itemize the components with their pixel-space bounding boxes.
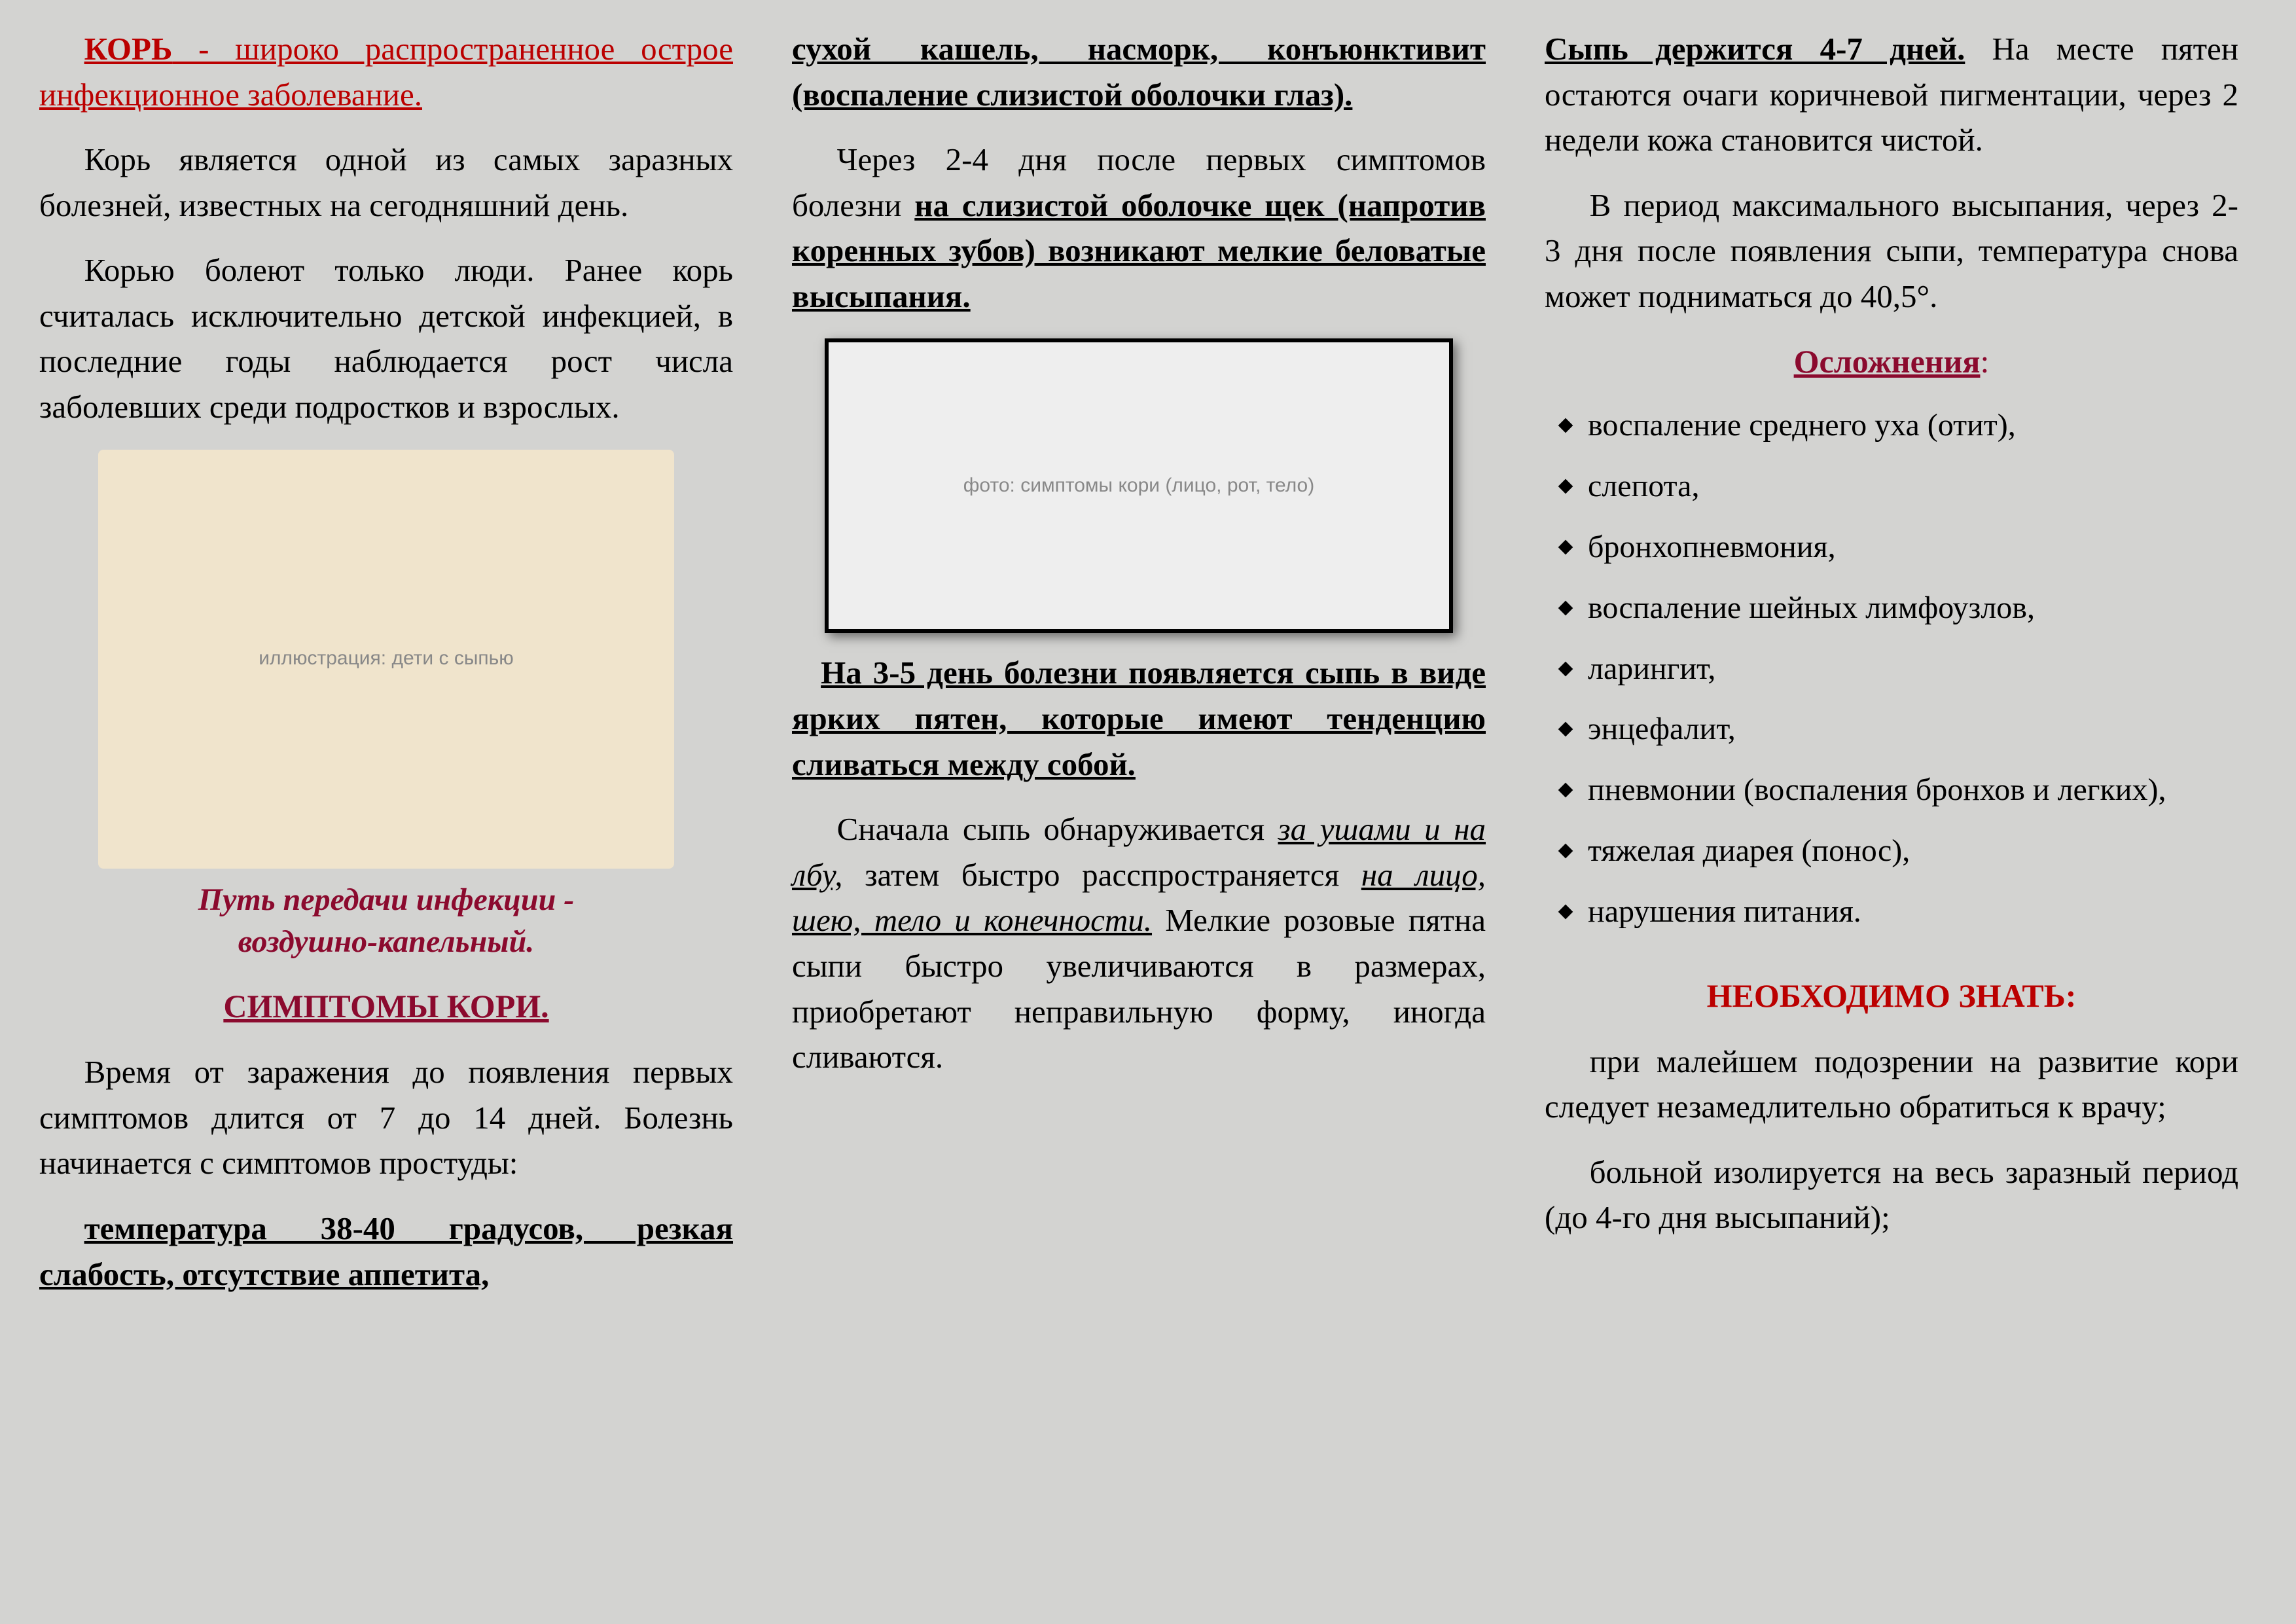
image-alt-text: фото: симптомы кори (лицо, рот, тело)	[963, 472, 1314, 500]
column-1: КОРЬ - широко распространенное острое ин…	[39, 26, 733, 1297]
symptoms-continued: сухой кашель, насморк, конъюнктивит (вос…	[792, 26, 1486, 117]
document-page: КОРЬ - широко распространенное острое ин…	[0, 0, 2296, 1323]
complication-item: энцефалит,	[1545, 708, 2238, 751]
temperature-rise-paragraph: В период максимального высыпания, через …	[1545, 183, 2238, 319]
rash-duration-bold: Сыпь держится 4-7 дней.	[1545, 31, 1965, 67]
intro-p2: Корью болеют только люди. Ранее корь счи…	[39, 247, 733, 429]
rash-day-3-5: На 3-5 день болезни появляется сыпь в ви…	[792, 650, 1486, 787]
advice-isolation: больной изолируется на весь заразный пер…	[1545, 1149, 2238, 1240]
symptoms-intro: Время от заражения до появления первых с…	[39, 1049, 733, 1186]
cartoon-babies-illustration: иллюстрация: дети с сыпью	[98, 450, 674, 869]
rash-spread-mid: затем быстро расспространяется	[843, 857, 1361, 893]
complications-title-text: Осложнения	[1794, 343, 1981, 380]
must-know-heading: НЕОБХОДИМО ЗНАТЬ:	[1545, 973, 2238, 1019]
complication-item: пневмонии (воспаления бронхов и легких),	[1545, 769, 2238, 812]
rash-duration-paragraph: Сыпь держится 4-7 дней. На месте пятен о…	[1545, 26, 2238, 163]
image-alt-text: иллюстрация: дети с сыпью	[259, 645, 514, 673]
advice-see-doctor: при малейшем подозрении на развитие кори…	[1545, 1039, 2238, 1130]
symptoms-heading: СИМПТОМЫ КОРИ.	[39, 983, 733, 1030]
complication-item: бронхопневмония,	[1545, 526, 2238, 569]
complication-item: нарушения питания.	[1545, 891, 2238, 933]
complication-item: тяжелая диарея (понос),	[1545, 830, 2238, 873]
intro-title-paragraph: КОРЬ - широко распространенное острое ин…	[39, 26, 733, 117]
intro-p1: Корь является одной из самых заразных бо…	[39, 137, 733, 228]
cheek-spots-paragraph: Через 2-4 дня после первых симптомов бол…	[792, 137, 1486, 319]
symptoms-list-start: температура 38-40 градусов, резкая слабо…	[39, 1206, 733, 1297]
disease-name: КОРЬ	[84, 31, 173, 67]
column-2: сухой кашель, насморк, конъюнктивит (вос…	[792, 26, 1486, 1297]
complication-item: воспаление шейных лимфоузлов,	[1545, 587, 2238, 630]
transmission-line-1: Путь передачи инфекции -	[198, 882, 575, 917]
medical-photo-symptoms: фото: симптомы кори (лицо, рот, тело)	[825, 338, 1453, 633]
column-3: Сыпь держится 4-7 дней. На месте пятен о…	[1545, 26, 2238, 1297]
rash-heading-text: На 3-5 день болезни появляется сыпь в ви…	[792, 655, 1486, 782]
rash-spread-pre: Сначала сыпь обнаруживается	[837, 811, 1278, 847]
complication-item: слепота,	[1545, 465, 2238, 508]
transmission-route: Путь передачи инфекции - воздушно-капель…	[39, 879, 733, 964]
complication-item: воспаление среднего уха (отит),	[1545, 405, 2238, 447]
rash-spread-paragraph: Сначала сыпь обнаруживается за ушами и н…	[792, 806, 1486, 1079]
complication-item: ларингит,	[1545, 648, 2238, 691]
complications-colon: :	[1980, 343, 1989, 380]
transmission-line-2: воздушно-капельный.	[238, 924, 535, 959]
complications-heading: Осложнения:	[1545, 338, 2238, 385]
complications-list: воспаление среднего уха (отит), слепота, б…	[1545, 405, 2238, 933]
symptoms-temperature: температура 38-40 градусов, резкая слабо…	[39, 1210, 733, 1292]
